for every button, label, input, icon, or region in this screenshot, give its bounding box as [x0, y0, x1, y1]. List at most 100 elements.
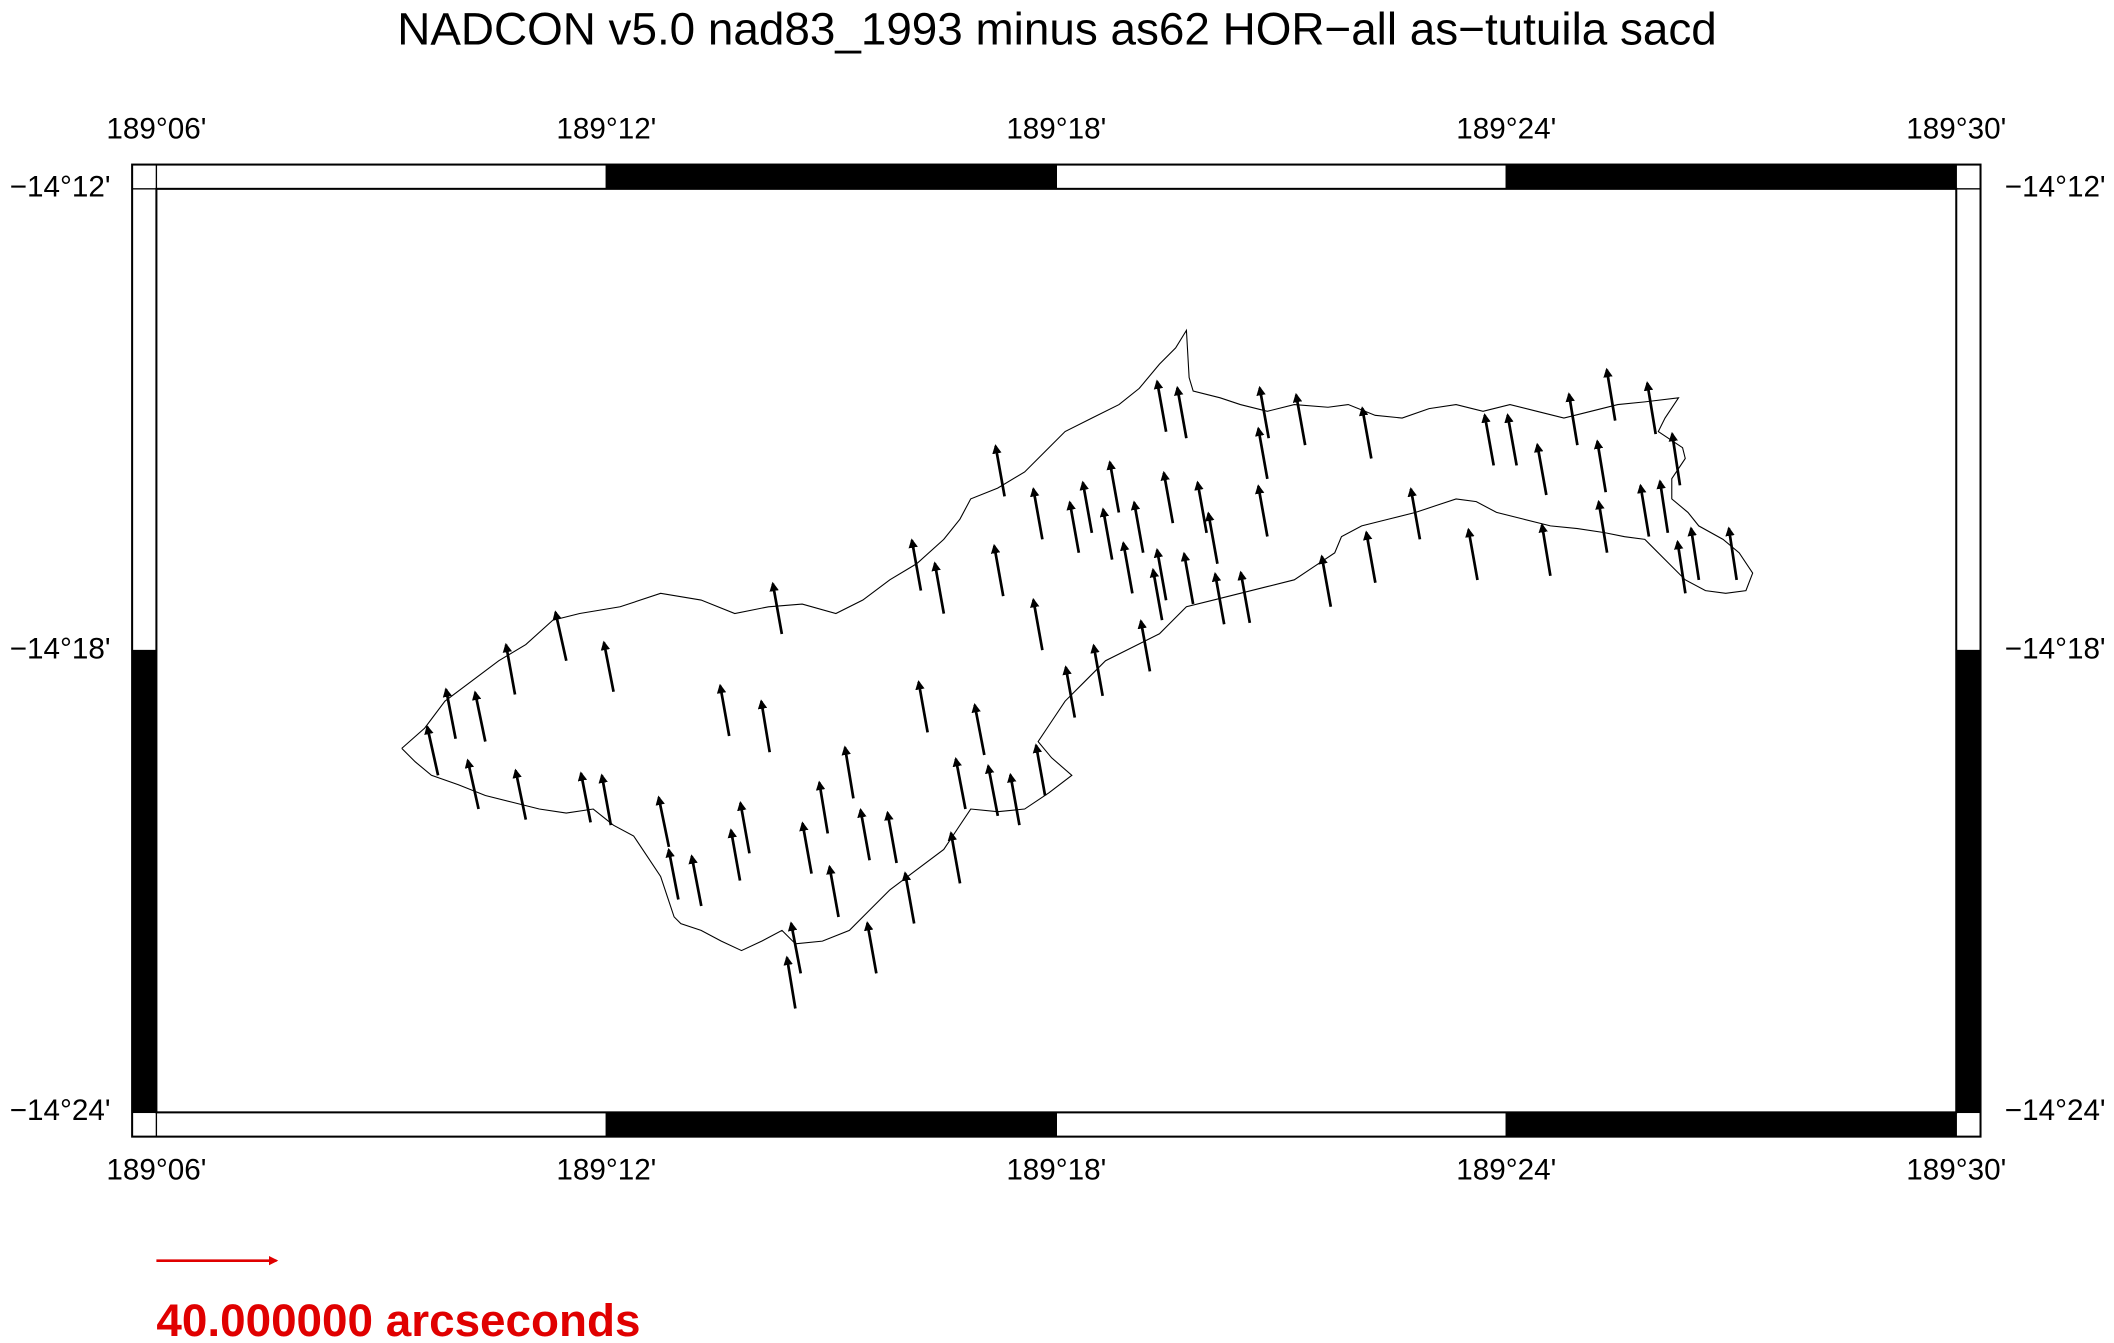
- x-tick-label: 189°30': [1906, 113, 2006, 146]
- x-tick-label: 189°24': [1456, 113, 1556, 146]
- vector-arrow: [1292, 392, 1307, 446]
- vectors: [424, 367, 1739, 1009]
- vector-arrow: [1137, 619, 1152, 672]
- tick-labels: 189°06' 189°06' 189°12' 189°12' 189°18' 189°1…: [10, 113, 2106, 1187]
- vector-arrow: [971, 703, 986, 756]
- y-tick-label: −14°18': [2005, 632, 2106, 665]
- vector-arrow: [901, 871, 916, 924]
- vector-arrow: [1030, 487, 1044, 540]
- map-frame: [131, 163, 1982, 1138]
- vector-arrow: [600, 640, 615, 692]
- x-tick-label: 189°18': [1006, 1154, 1106, 1187]
- border-segment: [1505, 163, 1957, 190]
- vector-arrow: [1481, 413, 1496, 466]
- y-tick-label: −14°24': [10, 1094, 111, 1127]
- border-segment: [605, 163, 1057, 190]
- vector-arrow: [1565, 392, 1579, 446]
- vector-arrow: [1593, 439, 1608, 493]
- vector-arrow: [716, 683, 731, 737]
- vector-arrow: [512, 768, 528, 820]
- vector-arrow: [1237, 570, 1252, 624]
- vector-arrow: [1363, 530, 1377, 583]
- vector-arrow: [1674, 539, 1687, 594]
- vector-arrow: [1153, 379, 1168, 432]
- vector-arrow: [1725, 526, 1739, 581]
- vector-arrow: [1032, 743, 1047, 796]
- vector-arrow: [552, 610, 568, 662]
- vector-arrow: [1180, 551, 1195, 605]
- vector-arrow: [1007, 772, 1021, 826]
- vector-arrow: [1106, 460, 1121, 513]
- vector-arrow: [1504, 413, 1518, 466]
- vector-arrow: [992, 444, 1006, 497]
- vector-arrow: [1174, 385, 1188, 439]
- vector-arrow: [884, 810, 898, 864]
- coastline: [401, 328, 1754, 952]
- scale-legend: 40.000000 arcseconds: [156, 1255, 641, 1343]
- vector-arrow: [577, 771, 592, 823]
- vector-arrow: [787, 921, 803, 974]
- scale-label: 40.000000 arcseconds: [156, 1295, 640, 1343]
- vector-arrow: [1149, 567, 1164, 621]
- vector-arrow: [990, 543, 1005, 597]
- vector-arrow: [757, 699, 772, 753]
- vector-arrow: [841, 745, 855, 799]
- border-segment: [131, 188, 158, 652]
- vector-arrow: [1465, 527, 1479, 581]
- x-tick-label: 189°06': [106, 1154, 206, 1187]
- y-tick-label: −14°12': [10, 171, 111, 204]
- vector-arrow: [1656, 479, 1670, 534]
- x-tick-label: 189°12': [556, 1154, 656, 1187]
- vector-arrow: [799, 821, 813, 874]
- inner-frame: [155, 187, 1958, 1114]
- vector-arrow: [1120, 541, 1134, 594]
- vector-arrow: [1687, 526, 1701, 581]
- vector-arrow: [1030, 597, 1044, 651]
- border-segment: [155, 163, 608, 190]
- border-segment: [605, 1111, 1057, 1138]
- vector-arrow: [815, 780, 830, 834]
- x-tick-label: 189°30': [1906, 1154, 2006, 1187]
- vector-arrow: [1534, 442, 1548, 496]
- vector-arrow: [655, 795, 671, 848]
- vector-arrow: [1255, 426, 1269, 480]
- border-segment: [1055, 1111, 1507, 1138]
- vector-arrow: [1211, 572, 1226, 625]
- vector-arrow: [1062, 665, 1077, 718]
- border-segment: [1955, 188, 1982, 652]
- y-tick-label: −14°24': [2005, 1094, 2106, 1127]
- vector-arrow: [1090, 643, 1104, 697]
- y-tick-label: −14°12': [2005, 171, 2106, 204]
- vector-arrow: [1130, 500, 1145, 553]
- vector-arrow: [1318, 554, 1333, 607]
- outer-frame: [131, 163, 1982, 1138]
- vector-arrow: [1160, 470, 1175, 524]
- vector-arrow: [1407, 487, 1422, 540]
- vector-arrow: [857, 807, 871, 861]
- vector-arrow: [1194, 480, 1208, 534]
- vector-arrow: [947, 831, 962, 884]
- vector-arrow: [908, 538, 923, 591]
- vector-arrow: [769, 581, 784, 635]
- vector-arrow: [1595, 499, 1609, 553]
- vector-arrow: [472, 690, 487, 742]
- vector-arrow: [665, 847, 680, 900]
- vector-arrow: [424, 724, 440, 776]
- vector-arrow: [1637, 483, 1651, 537]
- vector-arrow: [1538, 522, 1552, 577]
- y-tick-label: −14°18': [10, 632, 111, 665]
- vector-arrow: [1205, 511, 1219, 565]
- vector-arrow: [1255, 484, 1269, 537]
- vector-arrow: [1643, 381, 1658, 435]
- vector-arrow: [985, 763, 1000, 817]
- vector-arrow: [864, 921, 878, 974]
- vector-arrow: [737, 801, 751, 854]
- vector-arrow: [915, 680, 929, 733]
- vector-arrow: [826, 864, 840, 918]
- map-title: NADCON v5.0 nad83_1993 minus as62 HOR−al…: [397, 4, 1717, 55]
- vector-arrow: [464, 758, 480, 810]
- vector-arrow: [952, 757, 967, 810]
- vector-arrow: [1668, 431, 1682, 486]
